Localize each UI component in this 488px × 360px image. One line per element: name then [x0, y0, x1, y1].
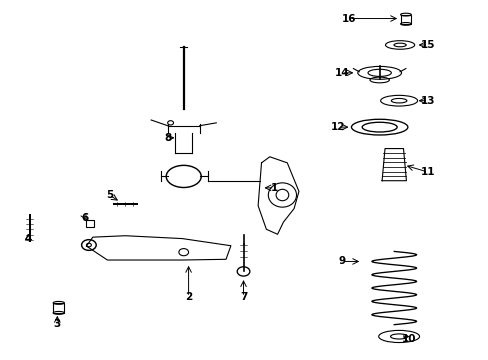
- Text: 7: 7: [239, 292, 247, 302]
- Text: 3: 3: [54, 319, 61, 329]
- Polygon shape: [86, 236, 230, 260]
- Polygon shape: [258, 157, 298, 234]
- Text: 12: 12: [330, 122, 345, 132]
- Text: 8: 8: [163, 133, 171, 143]
- Text: 16: 16: [341, 14, 356, 23]
- Text: 14: 14: [334, 68, 348, 78]
- Text: 1: 1: [270, 183, 278, 193]
- Text: 13: 13: [420, 96, 435, 106]
- Text: 15: 15: [420, 40, 435, 50]
- Text: 9: 9: [338, 256, 345, 266]
- Bar: [53, 303, 64, 313]
- Text: 6: 6: [81, 212, 88, 222]
- Bar: [85, 220, 94, 227]
- Text: 11: 11: [420, 167, 435, 177]
- Text: 4: 4: [24, 234, 32, 244]
- Text: 5: 5: [105, 190, 113, 200]
- Bar: [400, 15, 410, 24]
- Text: 2: 2: [184, 292, 192, 302]
- Text: 10: 10: [401, 334, 415, 344]
